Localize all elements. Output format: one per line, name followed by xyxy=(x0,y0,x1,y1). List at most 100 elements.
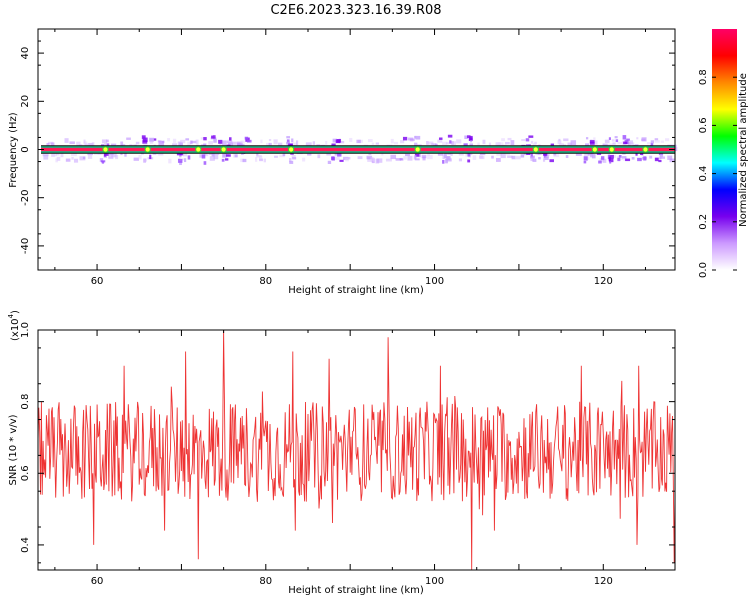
spectrogram-noise-cluster xyxy=(203,161,207,165)
spectrogram-noise-cluster xyxy=(650,140,654,144)
spectrogram-noise-cell xyxy=(60,152,64,158)
spectrogram-noise-cluster xyxy=(244,136,249,140)
svg-text:(x104): (x104) xyxy=(7,310,21,341)
spectrogram-noise-cluster xyxy=(331,156,335,161)
spectrogram-noise-cluster xyxy=(221,158,225,162)
spectrogram-noise-cluster xyxy=(211,152,215,157)
spectrogram-noise-cluster xyxy=(179,161,182,166)
spectrogram-noise-cell xyxy=(375,158,380,164)
spectrogram-noise-cluster xyxy=(245,137,250,142)
spectrogram-noise-cluster xyxy=(414,153,420,157)
plot-frame xyxy=(37,329,676,571)
spectrogram-noise-cell xyxy=(421,154,427,159)
spectrogram-noise-cluster xyxy=(149,137,154,142)
spectrogram-noise-cell xyxy=(558,138,561,142)
spectrogram-noise-cell xyxy=(357,156,363,160)
spectrogram-noise-cluster xyxy=(446,155,451,161)
spectrogram-noise-cell xyxy=(104,143,110,147)
spectrogram-noise-cell xyxy=(534,141,537,145)
spectrogram-noise-cluster xyxy=(583,156,588,161)
spectrogram-noise-cluster xyxy=(583,160,587,164)
spectrogram-noise-cell xyxy=(187,141,191,146)
spectrogram-noise-cell xyxy=(325,140,328,145)
spectrogram-noise-cell xyxy=(182,151,188,157)
spectrogram-noise-cell xyxy=(348,157,351,160)
spectrogram-noise-cell xyxy=(426,140,429,145)
spectrogram-noise-cluster xyxy=(608,137,611,140)
spectrogram-noise-cluster xyxy=(532,158,537,162)
spectrogram-noise-cell xyxy=(340,141,345,144)
x-tick-label: 80 xyxy=(259,276,272,287)
spectrogram-noise-cell xyxy=(612,142,616,145)
spectrogram-noise-cell xyxy=(515,155,521,159)
snr-multiplier-base: (x10 xyxy=(10,318,21,341)
spectrogram-noise-cell xyxy=(649,155,653,159)
spectrogram-noise-cell xyxy=(258,155,263,161)
spectrogram-noise-cell xyxy=(488,142,492,147)
snr-multiplier-exp: 4 xyxy=(7,313,15,318)
spectrogram-noise-cell xyxy=(64,138,69,143)
spectrogram-noise-cell xyxy=(414,142,418,146)
spectrogram-noise-cluster xyxy=(179,142,184,147)
spectrogram-noise-cell xyxy=(199,153,204,158)
spectrogram-axes: 60 80 100 120 -40 -20 0 20 40 xyxy=(20,28,676,287)
spectrogram-noise-cell xyxy=(282,151,286,157)
spectrogram-noise-cluster xyxy=(414,155,417,159)
spectrogram-noise-cell xyxy=(530,155,535,159)
spectrogram-noise-cluster xyxy=(438,137,443,140)
spectrogram-noise-cluster xyxy=(185,138,190,141)
spectrogram-noise-cluster xyxy=(289,160,294,164)
spectrogram-noise-cell xyxy=(530,156,534,162)
spectrogram-noise-cluster xyxy=(286,141,290,145)
spectrogram-noise-cell xyxy=(88,143,94,148)
spectrogram-noise-cell xyxy=(120,141,124,146)
spectrogram-noise-cell xyxy=(305,142,312,148)
spectrogram-noise-cluster xyxy=(327,160,332,164)
spectrogram-noise-cluster xyxy=(528,135,534,138)
spectrogram-noise-cluster xyxy=(520,154,525,158)
spectrogram-noise-cell xyxy=(222,141,227,146)
spectrogram-noise-cluster xyxy=(105,152,109,156)
spectrogram-noise-cluster xyxy=(654,157,659,162)
spectrogram-band-core xyxy=(41,147,675,152)
spectrogram-noise-cell xyxy=(108,156,114,160)
spectrogram-noise-cluster xyxy=(222,153,227,158)
spectrogram-noise-cell xyxy=(133,157,139,161)
spectrogram-noise-cluster xyxy=(621,156,627,159)
spectrogram-noise-cluster xyxy=(213,138,217,143)
spectrogram-noise-cell xyxy=(407,155,413,161)
y-tick-label: 40 xyxy=(20,47,31,60)
spectrogram-noise-cell xyxy=(50,142,55,148)
spectrogram-noise-cell xyxy=(51,152,57,157)
spectrogram-noise-cell xyxy=(366,155,373,160)
snr-ylabel: SNR (10 * v/v) xyxy=(8,414,19,485)
spectrogram-noise-cell xyxy=(542,158,546,162)
x-tick-label: 60 xyxy=(91,276,104,287)
spectrogram-noise-cluster xyxy=(103,152,107,157)
spectrogram-noise-cell xyxy=(180,139,186,144)
y-tick-label: -20 xyxy=(20,190,31,206)
spectrogram-noise-cell xyxy=(203,143,207,147)
spectrogram-noise-cell xyxy=(604,139,610,143)
spectrogram-noise-cell xyxy=(274,155,278,158)
spectrogram-noise-cluster xyxy=(335,139,340,144)
spectrogram-noise-cell xyxy=(226,140,233,144)
spectrogram-noise-cluster xyxy=(464,135,469,140)
spectrogram-noise-cluster xyxy=(618,155,622,158)
spectrogram-noise-cell xyxy=(108,152,114,158)
spectrogram-noise-cell xyxy=(302,157,306,162)
spectrogram-noise-cell xyxy=(445,142,449,145)
spectrogram-noise-cell xyxy=(400,140,405,144)
spectrogram-noise-cell xyxy=(427,141,434,145)
spectrogram-noise-cell xyxy=(334,156,340,160)
spectrogram-noise-cell xyxy=(240,140,245,144)
spectrogram-noise-cell xyxy=(659,156,666,159)
spectrogram-noise-cell xyxy=(500,153,506,159)
spectrogram-bright-spot xyxy=(532,146,539,153)
spectrogram-bright-spot xyxy=(591,146,598,153)
spectrogram-noise-cluster xyxy=(650,142,654,146)
spectrogram-noise-cell xyxy=(79,156,86,161)
spectrogram-bright-spot xyxy=(102,146,109,153)
spectrogram-noise-cluster xyxy=(414,135,417,139)
